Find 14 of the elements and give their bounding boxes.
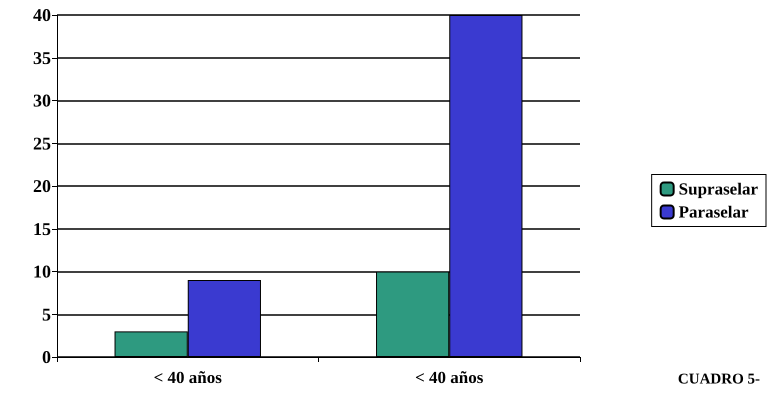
y-tick-label: 25 — [33, 133, 51, 154]
y-tick-label: 20 — [33, 176, 51, 196]
y-tick-label: 40 — [33, 5, 51, 25]
legend-label: Paraselar — [678, 202, 749, 222]
y-tick-label: 35 — [33, 48, 51, 68]
legend-label: Supraselar — [678, 180, 758, 198]
text: CUADRO 5- — [678, 372, 760, 388]
x-tick-label: < 40 años — [154, 368, 222, 387]
y-tick-label: 15 — [33, 218, 51, 239]
x-tick-label: < 40 años — [415, 368, 484, 387]
y-tick-label: 30 — [33, 90, 51, 110]
y-tick-label: 5 — [42, 304, 51, 324]
y-tick-label: 10 — [33, 262, 51, 282]
y-tick-label: 0 — [42, 347, 51, 367]
